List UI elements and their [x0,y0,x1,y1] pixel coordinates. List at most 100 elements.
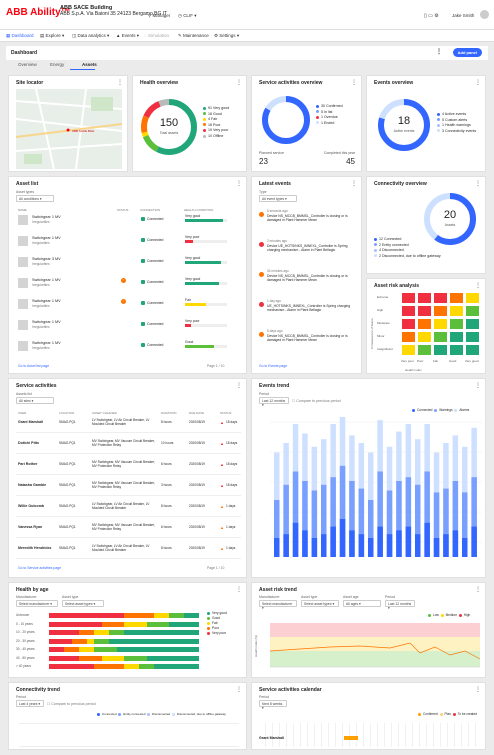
more-icon[interactable]: ⋮ [351,181,357,187]
trend-bar[interactable] [302,530,308,557]
asset-filter-select[interactable]: All conditions ▾ [16,195,54,202]
age-bar-segment[interactable] [79,647,94,652]
trend-bar[interactable] [415,534,421,557]
age-bar-segment[interactable] [101,621,124,627]
trend-bar[interactable] [377,526,383,557]
trend-bar[interactable] [358,488,365,557]
event-text[interactable]: Device NS_MCCB_BMMSL_Controller is closi… [267,334,348,343]
pagination[interactable]: Page 1 / 10 [207,566,225,570]
trend-bar[interactable] [452,530,459,557]
age-bar-segment[interactable] [94,647,117,652]
service-user[interactable]: Natasha Gamble [18,483,47,487]
timezone-selector[interactable]: ◷ CLIF ▾ [178,13,197,18]
asset-name[interactable]: Switchgear 1 MV [32,320,61,324]
trend-bar[interactable] [433,538,440,557]
trend-bar[interactable] [405,526,412,557]
asset-list-link[interactable]: Go to Asset list page [18,364,50,368]
nav-events[interactable]: ▲ Events ▾ [116,33,139,38]
risk-cell[interactable] [417,292,432,304]
service-user[interactable]: Willie Outcomb [18,504,45,508]
compare-checkbox[interactable]: ☐ Compare to previous period [292,399,341,403]
nav-data-analytics[interactable]: ◫ Data analytics ▾ [72,33,110,38]
age-bar-segment[interactable] [146,655,199,661]
risk-cell[interactable] [449,292,464,304]
age-bar-segment[interactable] [124,655,147,661]
trend-bar[interactable] [462,538,468,557]
more-icon[interactable]: ⋮ [236,587,242,593]
avatar[interactable] [480,10,489,19]
trend-bar[interactable] [311,538,318,557]
nav-dashboard[interactable]: ▦ Dashboard [6,33,34,38]
age-bar-segment[interactable] [109,630,124,635]
risk-cell[interactable] [417,331,432,343]
trend-bar[interactable] [386,490,393,558]
trend-bar[interactable] [339,519,346,557]
asset-name[interactable]: Switchgear 1 MV [32,215,61,219]
asset-name[interactable]: Switchgear 3 MV [32,257,61,261]
period-select[interactable]: Last 12 months ▾ [259,397,289,407]
service-user[interactable]: Pari Rother [18,462,38,466]
risk-cell[interactable] [433,331,448,343]
trend-bar[interactable] [452,481,459,557]
risk-cell[interactable] [417,305,432,317]
trend-bar[interactable] [349,481,355,557]
age-bar-segment[interactable] [124,664,139,669]
asset-name[interactable]: Switchgear 1 MV [32,299,61,303]
risk-cell[interactable] [433,318,448,330]
more-icon[interactable]: ⋮ [475,687,481,693]
trend-bar[interactable] [396,530,402,557]
age-bar-segment[interactable] [154,613,169,618]
more-icon[interactable]: ⋮ [436,49,442,55]
more-icon[interactable]: ⋮ [117,80,123,86]
more-icon[interactable]: ⋮ [475,383,481,389]
service-link[interactable]: Go to Service activities page [18,566,61,570]
trend-bar[interactable] [424,522,430,557]
asset-name[interactable]: Switchgear 1 MV [32,341,61,345]
risk-cell[interactable] [401,318,416,330]
asset-age-select[interactable]: All ages ▾ [343,600,381,607]
service-user[interactable]: Dotichi Pitts [18,441,39,445]
map[interactable]: ● ABB SACE BGH [16,89,122,169]
trend-bar[interactable] [349,530,355,557]
trend-bar[interactable] [443,488,449,557]
trend-bar[interactable] [462,492,468,557]
age-bar-segment[interactable] [146,621,169,627]
risk-cell[interactable] [449,344,464,356]
period-select[interactable]: Last 4 years ▾ [16,700,44,707]
trend-bar[interactable] [292,522,299,557]
age-bar-segment[interactable] [124,621,147,627]
trend-bar[interactable] [471,526,477,557]
age-bar-segment[interactable] [79,630,94,635]
risk-cell[interactable] [401,292,416,304]
trend-bar[interactable] [424,471,430,558]
trend-bar[interactable] [302,481,308,557]
more-icon[interactable]: ⋮ [236,80,242,86]
age-bar-segment[interactable] [116,647,199,652]
trend-bar[interactable] [292,471,299,558]
risk-cell[interactable] [417,318,432,330]
risk-cell[interactable] [449,305,464,317]
age-bar-segment[interactable] [169,613,184,618]
age-bar-segment[interactable] [49,630,79,635]
more-icon[interactable]: ⋮ [475,587,481,593]
risk-cell[interactable] [449,318,464,330]
age-bar-segment[interactable] [49,664,94,669]
more-icon[interactable]: ⋮ [475,181,481,187]
age-bar-segment[interactable] [71,638,87,644]
trend-bar[interactable] [274,538,280,557]
age-bar-segment[interactable] [49,613,124,618]
trend-bar[interactable] [368,500,374,557]
trend-bar[interactable] [339,465,346,557]
risk-cell[interactable] [433,344,448,356]
age-bar-segment[interactable] [64,647,79,652]
nav-settings[interactable]: ⚙ Settings ▾ [214,33,240,38]
tab-assets[interactable]: Assets [82,62,97,67]
age-bar-segment[interactable] [184,613,199,618]
calendar-event[interactable] [344,736,358,740]
trend-bar[interactable] [283,534,289,557]
age-bar-segment[interactable] [139,664,154,669]
nav-explore[interactable]: ▤ Explore ▾ [40,33,65,38]
age-bar-segment[interactable] [124,630,199,635]
risk-cell[interactable] [401,331,416,343]
trend-bar[interactable] [415,484,421,557]
